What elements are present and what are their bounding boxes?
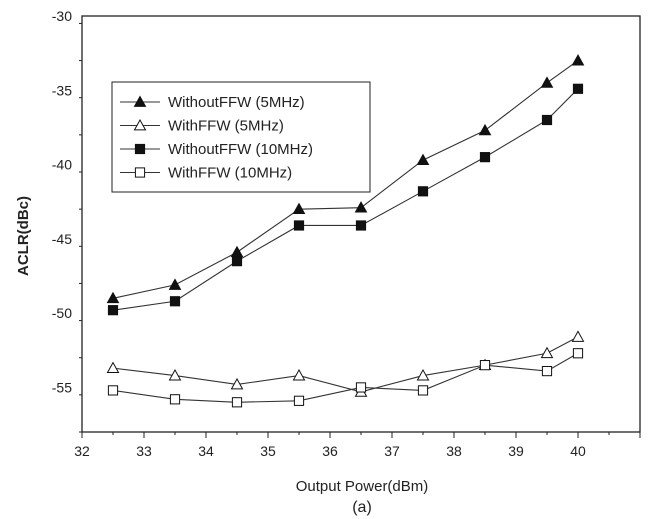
x-tick-label: 36 <box>322 443 338 459</box>
x-tick-label: 35 <box>260 443 276 459</box>
x-axis-title: Output Power(dBm) <box>296 478 429 495</box>
x-tick-label: 39 <box>508 443 524 459</box>
x-tick-label: 38 <box>446 443 462 459</box>
data-point <box>417 186 429 197</box>
data-point <box>106 361 120 374</box>
y-tick-label: -45 <box>52 231 72 247</box>
series-4 <box>107 348 584 408</box>
series-2 <box>106 330 585 397</box>
legend-marker <box>133 118 147 131</box>
data-point <box>571 54 585 66</box>
data-point <box>293 395 305 406</box>
data-point <box>231 397 243 408</box>
data-point <box>292 369 306 381</box>
legend-item: WithoutFFW (10MHz) <box>120 141 313 158</box>
x-tick-label: 33 <box>136 443 152 459</box>
y-tick-label: -55 <box>52 379 72 395</box>
data-point <box>169 394 181 405</box>
series-group <box>106 54 585 408</box>
data-point <box>478 123 492 136</box>
y-tick-label: -35 <box>52 82 72 98</box>
data-point <box>540 76 554 88</box>
data-point <box>571 330 585 342</box>
data-point <box>107 305 119 316</box>
series-line <box>112 336 579 393</box>
data-point <box>106 291 120 304</box>
legend-item: WithFFW (5MHz) <box>120 118 284 135</box>
data-point <box>169 296 181 307</box>
x-tick-label: 32 <box>74 443 90 459</box>
x-tick-label: 34 <box>198 443 214 459</box>
data-point <box>292 202 306 215</box>
legend-label: WithFFW (5MHz) <box>168 118 284 135</box>
data-point <box>293 220 305 231</box>
data-point <box>416 153 430 166</box>
y-tick-label: -50 <box>52 305 72 321</box>
data-point <box>354 201 368 213</box>
data-point <box>231 256 243 267</box>
x-tick-label: 40 <box>570 443 586 459</box>
legend-label: WithFFW (10MHz) <box>168 165 292 182</box>
legend-item: WithFFW (10MHz) <box>120 165 292 182</box>
legend-label: WithoutFFW (5MHz) <box>168 94 305 111</box>
data-point <box>168 278 182 290</box>
y-tick-label: -40 <box>52 157 72 173</box>
data-point <box>355 220 367 231</box>
data-point <box>541 114 553 126</box>
data-point <box>355 382 367 393</box>
legend-marker <box>134 167 146 178</box>
data-point <box>572 348 584 359</box>
axis-ticks: 32 33 34 35 36 37 38 39 40 -30 -35 -40 -45 -50 -55 <box>52 8 641 459</box>
data-point <box>417 385 429 396</box>
figure-caption: (a) <box>352 499 372 516</box>
legend: WithoutFFW (5MHz) WithFFW (5MHz) WithoutFF… <box>111 81 371 193</box>
data-point <box>168 369 182 381</box>
x-tick-label: 37 <box>384 443 400 459</box>
legend-label: WithoutFFW (10MHz) <box>168 141 313 158</box>
y-tick-label: -30 <box>52 8 72 24</box>
data-point <box>479 152 491 163</box>
data-point <box>572 83 584 94</box>
data-point <box>230 245 244 258</box>
data-point <box>541 365 553 377</box>
series-3 <box>107 83 584 316</box>
data-point <box>230 377 244 390</box>
legend-marker <box>133 95 147 107</box>
data-point <box>540 346 554 359</box>
data-point <box>107 385 119 396</box>
legend-item: WithoutFFW (5MHz) <box>120 94 305 111</box>
data-point <box>479 360 491 371</box>
legend-marker <box>134 143 146 155</box>
data-point <box>416 369 430 381</box>
legend-box <box>111 81 371 193</box>
y-axis-title: ACLR(dBc) <box>15 196 32 276</box>
